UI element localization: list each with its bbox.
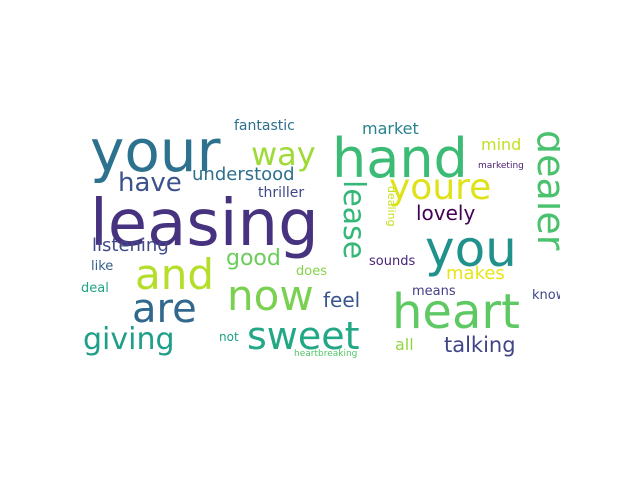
- word-sweet: sweet: [247, 314, 360, 358]
- word-not: not: [219, 330, 239, 344]
- word-dealer: dealer: [529, 130, 560, 251]
- word-understood: understood: [192, 164, 295, 185]
- word-heart: heart: [392, 284, 520, 340]
- word-know: know: [532, 288, 560, 303]
- word-giving: giving: [83, 322, 175, 357]
- word-hand: hand: [332, 127, 468, 190]
- word-all: all: [395, 335, 414, 354]
- word-deal: deal: [81, 281, 109, 296]
- word-thriller: thriller: [258, 185, 305, 201]
- word-market: market: [362, 119, 419, 138]
- word-means: means: [412, 284, 456, 299]
- word-have: have: [118, 168, 182, 198]
- word-way: way: [251, 135, 316, 173]
- word-listening: listening: [92, 235, 169, 256]
- word-dealing: dealing: [385, 186, 398, 227]
- word-does: does: [296, 264, 327, 279]
- word-lovely: lovely: [416, 201, 476, 225]
- word-are: are: [132, 286, 197, 332]
- word-sounds: sounds: [369, 254, 416, 269]
- word-now: now: [227, 271, 314, 320]
- word-youre: youre: [389, 167, 492, 208]
- word-fantastic: fantastic: [234, 118, 295, 134]
- word-mind: mind: [481, 135, 522, 154]
- word-heartbreaking: heartbreaking: [294, 349, 358, 359]
- word-makes: makes: [446, 263, 505, 284]
- word-marketing: marketing: [478, 161, 524, 171]
- word-like: like: [91, 259, 114, 274]
- word-leasing: leasing: [90, 187, 319, 261]
- word-lease: lease: [336, 180, 371, 260]
- word-your: your: [90, 117, 221, 185]
- word-and: and: [135, 250, 215, 299]
- word-you: you: [425, 220, 517, 278]
- word-good: good: [226, 246, 281, 271]
- word-talking: talking: [444, 333, 516, 357]
- word-feel: feel: [323, 288, 361, 312]
- word-cloud: your hand leasing you and now heart swee…: [80, 110, 560, 368]
